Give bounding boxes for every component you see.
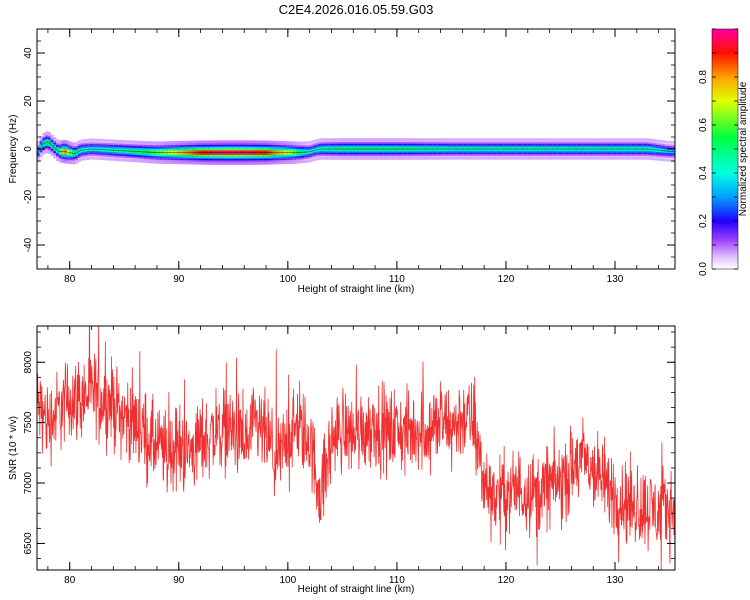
snr-y-tick-labels: 8000 7500 7000 6500 [23,351,34,555]
colorbar-tick-label: 0.6 [698,118,709,132]
snr-panel: 80 90 100 110 120 130 8000 7500 7000 6500 Height… [8,325,676,595]
snr-x-axis-label: Height of straight line (km) [298,584,415,595]
snr-x-tick-label: 110 [389,575,405,586]
spectrogram-x-tick-label: 110 [389,274,405,285]
colorbar-tick-label: 0.4 [698,166,709,180]
spectrogram-y-tick-label: -20 [23,189,34,204]
spectrogram-x-tick-label: 90 [173,274,185,285]
spectrogram-x-tick-label: 130 [607,274,624,285]
figure-title: C2E4.2026.016.05.59.G03 [279,2,434,17]
snr-y-axis-label: SNR (10 * v/v) [8,416,19,480]
snr-x-tick-label: 90 [173,575,185,586]
spectrogram-x-tick-label: 120 [498,274,515,285]
spectrogram-x-tick-label: 80 [64,274,76,285]
spectrogram-y-tick-label: -40 [23,237,34,252]
spectrogram-ridge-trace [37,141,675,155]
snr-series-line [37,326,675,570]
colorbar: 0.0 0.2 0.4 0.6 0.8 Normalized spectral ampl… [698,28,749,276]
snr-x-tick-label: 80 [64,575,76,586]
spectrogram-frame [36,28,676,270]
colorbar-label: Normalized spectral amplitude [738,81,749,216]
spectrogram-y-axis-label: Frequency (Hz) [8,115,19,184]
spectrogram-y-tick-label: 40 [23,47,34,59]
spectrogram-y-tick-label: 20 [23,95,34,107]
spectrogram-y-tick-labels: 40 20 0 -20 -40 [23,47,34,252]
colorbar-ticks: 0.0 0.2 0.4 0.6 0.8 [698,28,738,276]
colorbar-tick-label: 0.0 [698,262,709,276]
snr-ticks [37,326,675,570]
spectrogram-x-tick-label: 100 [279,274,296,285]
spectrogram-x-axis-label: Height of straight line (km) [298,284,415,295]
snr-y-tick-label: 8000 [23,351,34,374]
snr-x-tick-label: 130 [607,575,624,586]
spectrogram-heatmap [37,131,675,165]
snr-y-tick-label: 7500 [23,411,34,434]
snr-y-tick-label: 6500 [23,532,34,555]
snr-y-tick-label: 7000 [23,471,34,494]
spectrogram-panel: 80 90 100 110 120 130 40 20 0 -20 -40 Height of s… [8,28,676,295]
colorbar-tick-label: 0.8 [698,70,709,84]
spectrogram-x-tick-labels: 80 90 100 110 120 130 [64,274,624,285]
snr-x-tick-label: 120 [498,575,515,586]
spectrogram-y-tick-label: 0 [23,146,34,152]
colorbar-tick-label: 0.2 [698,214,709,228]
snr-frame [36,325,676,571]
snr-x-tick-labels: 80 90 100 110 120 130 [64,575,624,586]
snr-x-tick-label: 100 [279,575,296,586]
spectrogram-ticks [37,28,675,270]
